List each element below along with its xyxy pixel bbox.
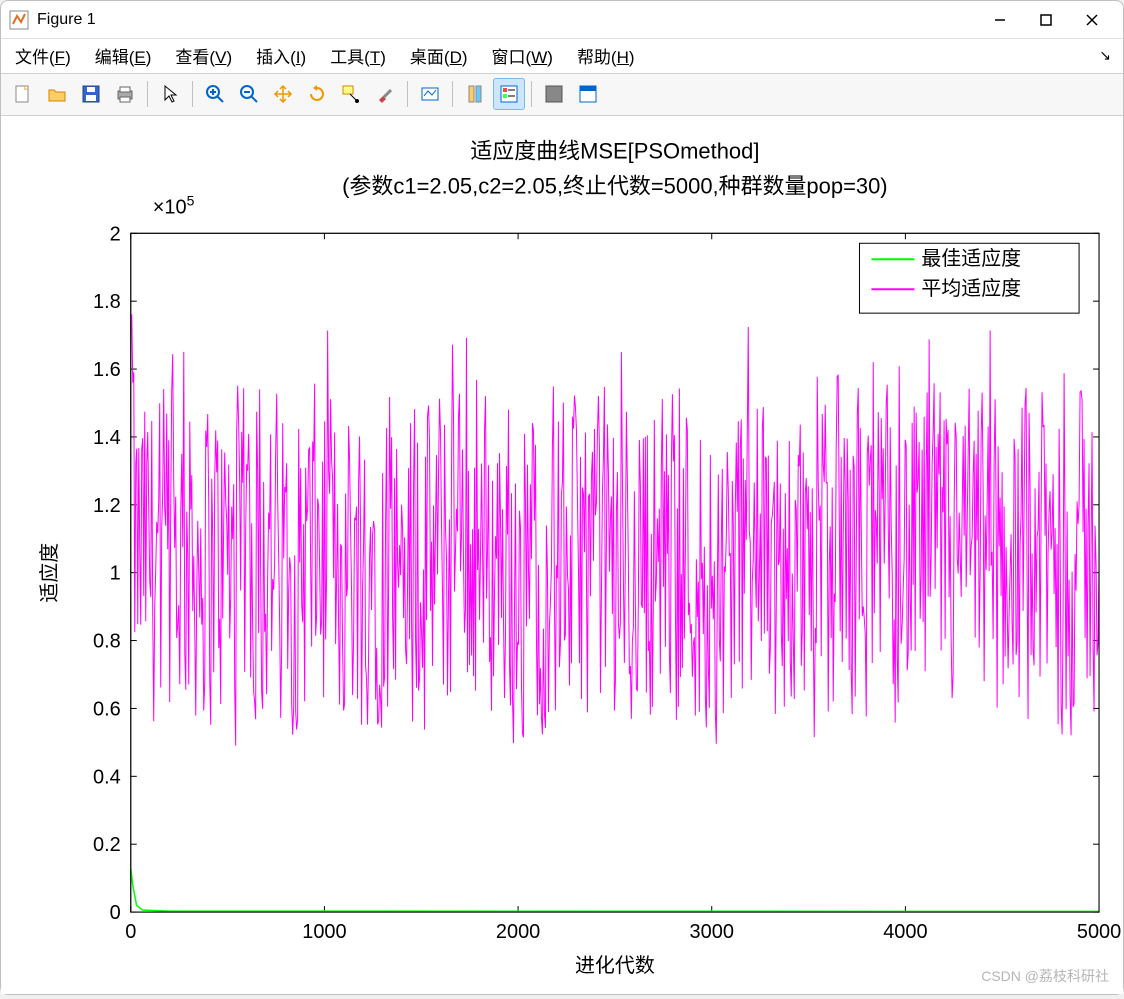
svg-text:适应度曲线MSE[PSOmethod]: 适应度曲线MSE[PSOmethod] bbox=[470, 138, 759, 163]
maximize-button[interactable] bbox=[1023, 4, 1069, 36]
svg-text:1.2: 1.2 bbox=[93, 494, 121, 516]
menubar: 文件(F) 编辑(E) 查看(V) 插入(I) 工具(T) 桌面(D) 窗口(W) 帮助(H)… bbox=[1, 39, 1123, 73]
colorbar-icon[interactable] bbox=[459, 78, 491, 110]
menu-w[interactable]: 窗口(W) bbox=[486, 39, 559, 72]
matlab-icon bbox=[9, 10, 29, 30]
svg-text:最佳适应度: 最佳适应度 bbox=[921, 247, 1021, 270]
print-icon[interactable] bbox=[109, 78, 141, 110]
brush-icon[interactable] bbox=[369, 78, 401, 110]
new-icon[interactable] bbox=[7, 78, 39, 110]
pan-icon[interactable] bbox=[267, 78, 299, 110]
minimize-button[interactable] bbox=[977, 4, 1023, 36]
zoom-out-icon[interactable] bbox=[233, 78, 265, 110]
menu-i[interactable]: 插入(I) bbox=[250, 39, 312, 72]
zoom-in-icon[interactable] bbox=[199, 78, 231, 110]
menu-v[interactable]: 查看(V) bbox=[169, 39, 238, 72]
link-icon[interactable] bbox=[414, 78, 446, 110]
svg-text:4000: 4000 bbox=[883, 921, 927, 943]
svg-text:适应度: 适应度 bbox=[38, 542, 61, 602]
svg-text:0.8: 0.8 bbox=[93, 630, 121, 652]
legend-icon[interactable] bbox=[493, 78, 525, 110]
hide-icon[interactable] bbox=[538, 78, 570, 110]
toolbar bbox=[1, 74, 1123, 116]
svg-text:1.4: 1.4 bbox=[93, 426, 121, 448]
menu-overflow-icon[interactable]: ↘ bbox=[1099, 47, 1111, 64]
save-icon[interactable] bbox=[75, 78, 107, 110]
svg-text:2000: 2000 bbox=[496, 921, 540, 943]
svg-text:0.6: 0.6 bbox=[93, 698, 121, 720]
close-button[interactable] bbox=[1069, 4, 1115, 36]
toolbar-separator bbox=[407, 81, 408, 107]
svg-text:1: 1 bbox=[110, 562, 121, 584]
svg-text:(参数c1=2.05,c2=2.05,终止代数=5000,种: (参数c1=2.05,c2=2.05,终止代数=5000,种群数量pop=30) bbox=[342, 173, 887, 198]
plot-area: 适应度曲线MSE[PSOmethod] (参数c1=2.05,c2=2.05,终止… bbox=[1, 116, 1123, 994]
open-icon[interactable] bbox=[41, 78, 73, 110]
svg-text:0.2: 0.2 bbox=[93, 834, 121, 856]
svg-text:平均适应度: 平均适应度 bbox=[921, 277, 1021, 300]
toolbar-separator bbox=[531, 81, 532, 107]
menu-d[interactable]: 桌面(D) bbox=[404, 39, 474, 72]
svg-text:1000: 1000 bbox=[302, 921, 346, 943]
window-title: Figure 1 bbox=[37, 11, 977, 29]
menu-t[interactable]: 工具(T) bbox=[324, 39, 392, 72]
svg-text:2: 2 bbox=[110, 223, 121, 245]
menu-f[interactable]: 文件(F) bbox=[9, 39, 77, 72]
menu-e[interactable]: 编辑(E) bbox=[89, 39, 158, 72]
svg-text:1.6: 1.6 bbox=[93, 359, 121, 381]
pointer-icon[interactable] bbox=[154, 78, 186, 110]
svg-text:进化代数: 进化代数 bbox=[575, 954, 655, 977]
chart[interactable]: 适应度曲线MSE[PSOmethod] (参数c1=2.05,c2=2.05,终止… bbox=[1, 116, 1123, 994]
toolbar-separator bbox=[452, 81, 453, 107]
rotate-icon[interactable] bbox=[301, 78, 333, 110]
titlebar: Figure 1 bbox=[1, 1, 1123, 39]
toolbar-separator bbox=[147, 81, 148, 107]
svg-text:5000: 5000 bbox=[1077, 921, 1121, 943]
menu-h[interactable]: 帮助(H) bbox=[571, 39, 641, 72]
svg-text:0: 0 bbox=[125, 921, 136, 943]
figure-window: Figure 1 文件(F) 编辑(E) 查看(V) 插入(I) 工具(T) 桌面(D) 窗… bbox=[0, 0, 1124, 995]
svg-text:1.8: 1.8 bbox=[93, 291, 121, 313]
data-cursor-icon[interactable] bbox=[335, 78, 367, 110]
svg-text:0: 0 bbox=[110, 902, 121, 924]
svg-text:×105: ×105 bbox=[153, 192, 195, 218]
dock-icon[interactable] bbox=[572, 78, 604, 110]
toolbar-separator bbox=[192, 81, 193, 107]
svg-text:3000: 3000 bbox=[690, 921, 734, 943]
svg-text:0.4: 0.4 bbox=[93, 766, 121, 788]
